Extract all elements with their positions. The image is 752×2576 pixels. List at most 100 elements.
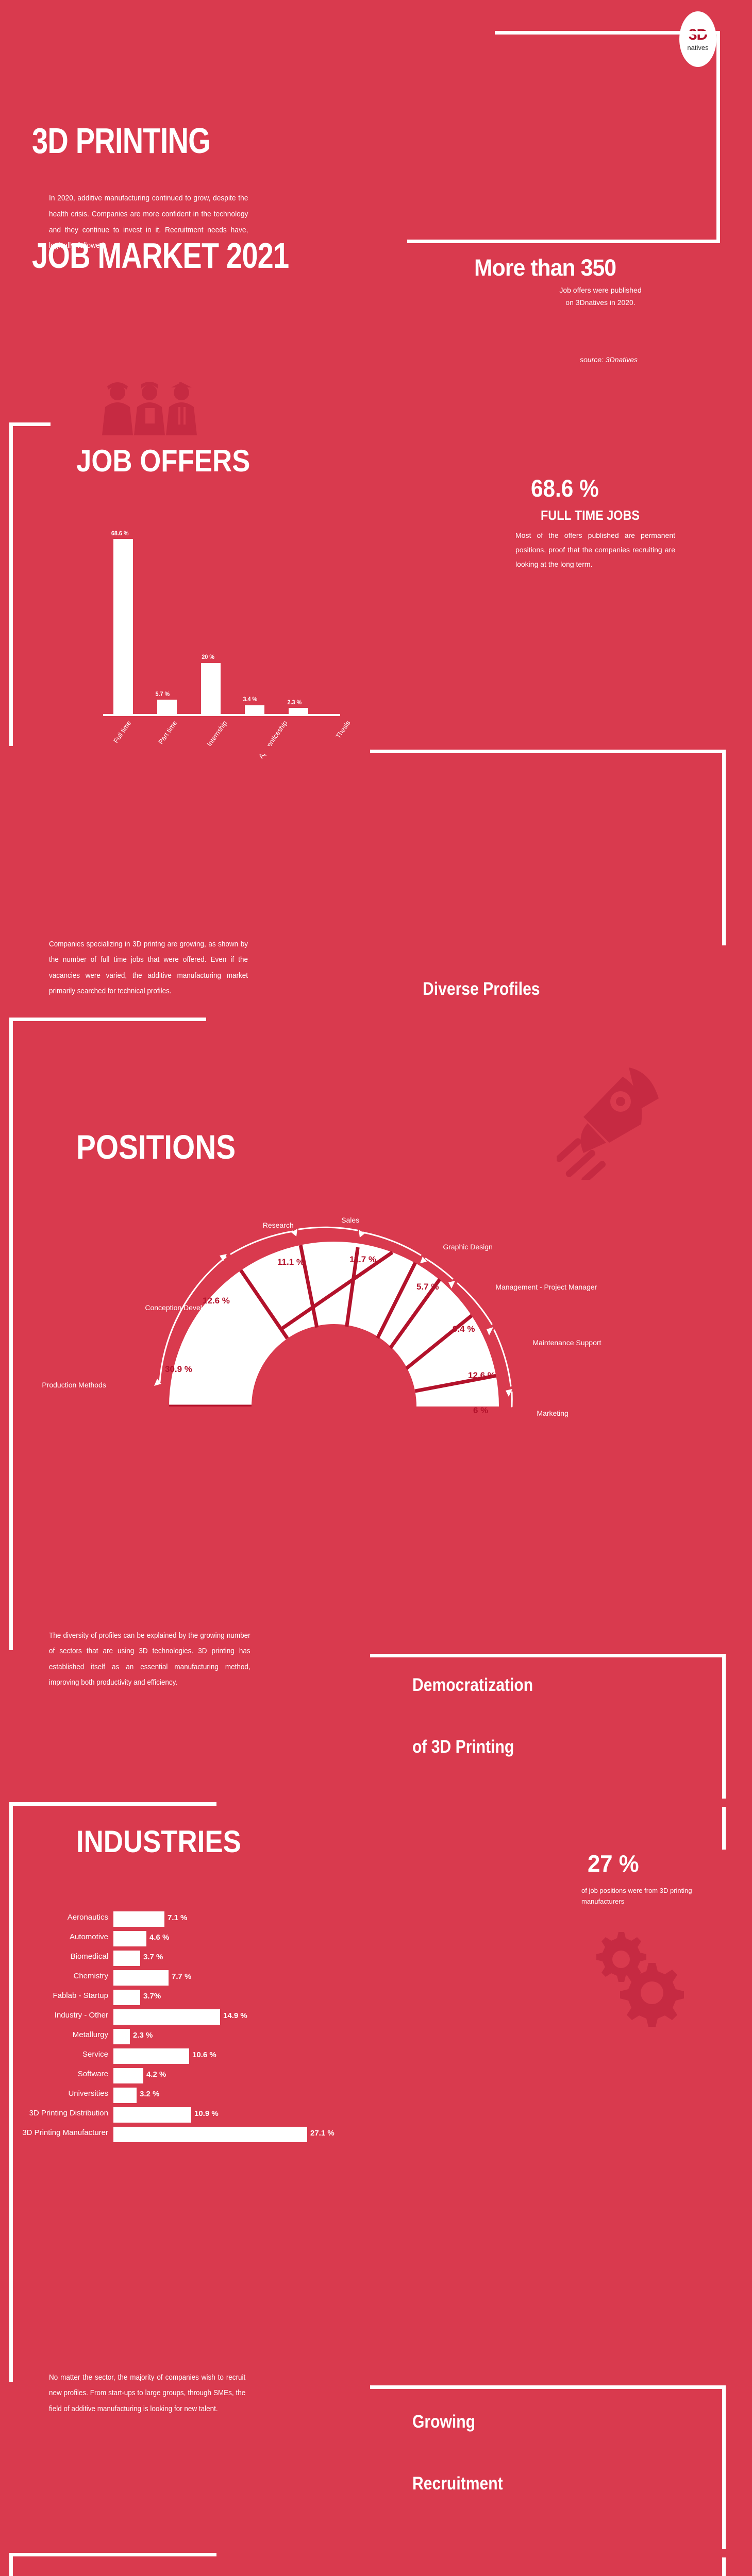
industry-value-service: 10.6 % bbox=[192, 2050, 216, 2059]
diverse-profiles-callout: Diverse Profiles bbox=[423, 979, 540, 999]
industry-row-service: Service 10.6 % bbox=[57, 2048, 593, 2064]
industry-bar-software bbox=[113, 2068, 143, 2083]
page-title-line1: 3D PRINTING bbox=[32, 121, 211, 161]
democratization-callout-line1: Democratization bbox=[412, 1674, 533, 1695]
growing-recruitment-callout: Growing Recruitment bbox=[412, 2370, 503, 2536]
industry-row-universities: Universities 3.2 % bbox=[57, 2088, 593, 2103]
democratization-callout: Democratization of 3D Printing bbox=[412, 1633, 533, 1799]
diverse-profiles-frame bbox=[9, 750, 726, 945]
bar-label-full-time: 68.6 % bbox=[111, 530, 129, 537]
industry-row-fablab-startup: Fablab - Startup 3.7% bbox=[53, 1990, 593, 2005]
positions-label-conception-development: Conception Development bbox=[145, 1303, 226, 1312]
page-title-line2: JOB MARKET 2021 bbox=[32, 235, 289, 276]
bar-label-part-time: 5.7 % bbox=[155, 690, 170, 698]
industry-value-automotive: 4.6 % bbox=[149, 1933, 170, 1942]
industry-label-aeronautics: Aeronautics bbox=[67, 1913, 108, 1922]
industry-bar-3d-printing-manufacturer bbox=[113, 2127, 307, 2142]
header-frame-bracket bbox=[495, 31, 720, 112]
highlight-subtext-line2: on 3Dnatives in 2020. bbox=[565, 298, 636, 307]
industry-label-universities: Universities bbox=[68, 2089, 108, 2098]
positions-value-sales: 11.7 % bbox=[349, 1255, 376, 1264]
industry-bar-biomedical bbox=[113, 1951, 140, 1966]
diverse-profiles-body: Companies specializing in 3D printng are… bbox=[49, 940, 248, 996]
employees-frame-mask-top bbox=[216, 2549, 727, 2557]
bar-label-thesis: 2.3 % bbox=[287, 699, 302, 706]
industry-bar-industry-other bbox=[113, 2009, 220, 2025]
bar-internship bbox=[201, 663, 221, 714]
industry-row-3d-printing-distribution: 3D Printing Distribution 10.9 % bbox=[29, 2107, 593, 2123]
industries-frame-mask-top bbox=[216, 1799, 727, 1807]
industry-bar-metallurgy bbox=[113, 2029, 130, 2044]
industry-label-chemistry: Chemistry bbox=[73, 1972, 108, 1980]
growing-recruitment-body: No matter the sector, the majority of co… bbox=[49, 2374, 246, 2413]
industry-bar-service bbox=[113, 2048, 189, 2064]
industry-row-biomedical: Biomedical 3.7 % bbox=[57, 1951, 593, 1966]
brand-logo: 3D natives bbox=[679, 11, 716, 67]
industry-label-automotive: Automotive bbox=[69, 1933, 108, 1941]
logo-natives-text: natives bbox=[687, 43, 709, 52]
industry-label-service: Service bbox=[82, 2050, 108, 2059]
bar-label-internship: 20 % bbox=[202, 653, 214, 660]
industry-bar-fablab-startup bbox=[113, 1990, 140, 2005]
positions-label-marketing: Marketing bbox=[537, 1409, 569, 1417]
stat-fulltime-value: 68.6 % bbox=[531, 474, 599, 502]
page-title: 3D PRINTING JOB MARKET 2021 bbox=[32, 45, 289, 351]
header-frame-bottom-rule bbox=[407, 240, 720, 243]
industry-label-biomedical: Biomedical bbox=[70, 1952, 108, 1961]
positions-label-research: Research bbox=[262, 1221, 294, 1229]
industry-value-software: 4.2 % bbox=[146, 2070, 166, 2079]
industry-row-software: Software 4.2 % bbox=[57, 2068, 593, 2083]
chart-contract-types-axis bbox=[103, 714, 340, 716]
democratization-frame-mask bbox=[9, 1650, 370, 1658]
democratization-body: The diversity of profiles can be explain… bbox=[49, 1632, 250, 1687]
industry-bar-universities bbox=[113, 2088, 137, 2103]
positions-value-management-project-manager: 9.4 % bbox=[453, 1324, 475, 1334]
positions-label-maintenance-support: Maintenance Support bbox=[532, 1338, 601, 1347]
positions-label-graphic-design: Graphic Design bbox=[443, 1242, 493, 1251]
header-frame-right-rule bbox=[716, 31, 720, 243]
bar-apprenticeship bbox=[245, 705, 264, 714]
chart-positions: Production Methods Conception Developmen… bbox=[42, 1200, 601, 1419]
industry-value-3d-printing-distribution: 10.9 % bbox=[194, 2109, 219, 2118]
logo-3d-text: 3D bbox=[688, 26, 708, 43]
growing-recruitment-callout-line1: Growing bbox=[412, 2411, 476, 2432]
bar-full-time bbox=[113, 539, 133, 714]
diverse-profiles-frame-mask bbox=[9, 746, 370, 754]
industry-value-industry-other: 14.9 % bbox=[223, 2011, 247, 2020]
section-title-job-offers: JOB OFFERS bbox=[76, 444, 250, 478]
industry-value-3d-printing-manufacturer: 27.1 % bbox=[310, 2129, 335, 2138]
positions-value-marketing: 6 % bbox=[473, 1405, 489, 1415]
industry-value-metallurgy: 2.3 % bbox=[133, 2031, 153, 2040]
stat-manufacturer-value: 27 % bbox=[588, 1850, 639, 1877]
industry-row-aeronautics: Aeronautics 7.1 % bbox=[57, 1911, 593, 1927]
industry-label-3d-printing-distribution: 3D Printing Distribution bbox=[29, 2109, 108, 2117]
industry-label-industry-other: Industry - Other bbox=[54, 2011, 108, 2020]
people-group-icon bbox=[102, 382, 197, 435]
positions-value-research: 11.1 % bbox=[277, 1257, 304, 1267]
bar-thesis bbox=[289, 708, 308, 714]
industry-row-metallurgy: Metallurgy 2.3 % bbox=[57, 2029, 593, 2044]
industry-bar-automotive bbox=[113, 1931, 146, 1946]
industry-row-3d-printing-manufacturer: 3D Printing Manufacturer 27.1 % bbox=[22, 2127, 593, 2142]
positions-value-graphic-design: 5.7 % bbox=[416, 1282, 439, 1292]
industry-value-biomedical: 3.7 % bbox=[143, 1953, 163, 1961]
positions-value-conception-development: 12.6 % bbox=[203, 1296, 230, 1306]
industry-row-automotive: Automotive 4.6 % bbox=[57, 1931, 593, 1946]
gears-icon bbox=[596, 1932, 684, 2027]
positions-label-management-project-manager: Management - Project Manager bbox=[495, 1282, 597, 1291]
chart-industries: Aeronautics 7.1 % Automotive 4.6 % Biome… bbox=[22, 1911, 593, 2174]
chart-contract-types: 68.6 % Full time 5.7 % Part time 20 % In… bbox=[103, 515, 352, 760]
positions-label-production-methods: Production Methods bbox=[42, 1380, 106, 1389]
highlight-subtext-line1: Job offers were published bbox=[559, 286, 642, 294]
source-note: source: 3Dnatives bbox=[580, 355, 638, 364]
stat-manufacturer-body: of job positions were from 3D printing m… bbox=[581, 1887, 692, 1905]
section-title-positions: POSITIONS bbox=[76, 1128, 236, 1166]
industry-label-3d-printing-manufacturer: 3D Printing Manufacturer bbox=[22, 2128, 108, 2137]
industry-bar-aeronautics bbox=[113, 1911, 164, 1927]
industry-value-universities: 3.2 % bbox=[140, 2090, 160, 2098]
bar-part-time bbox=[157, 700, 177, 714]
industry-label-metallurgy: Metallurgy bbox=[72, 2030, 108, 2039]
bar-label-apprenticeship: 3.4 % bbox=[243, 696, 258, 703]
industry-label-software: Software bbox=[77, 2070, 108, 2078]
